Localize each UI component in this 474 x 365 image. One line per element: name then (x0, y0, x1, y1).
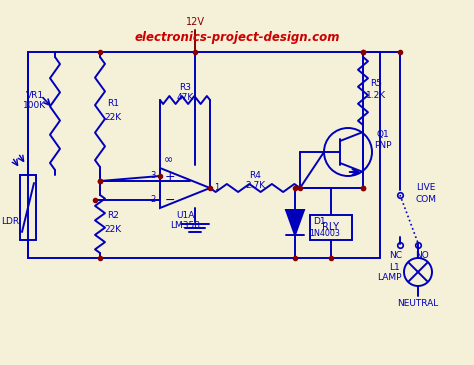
Text: +: + (164, 169, 175, 182)
Text: NC: NC (390, 250, 402, 260)
Text: L1: L1 (389, 262, 400, 272)
Text: VR1: VR1 (26, 91, 44, 100)
Text: 12V: 12V (185, 17, 204, 27)
Text: −: − (165, 193, 175, 207)
Text: 22K: 22K (104, 224, 121, 234)
Text: LM358: LM358 (170, 220, 200, 230)
Text: PNP: PNP (374, 142, 392, 150)
Text: NEUTRAL: NEUTRAL (397, 300, 438, 308)
Text: LDR: LDR (1, 217, 19, 226)
Text: R2: R2 (107, 211, 119, 220)
Text: 22K: 22K (104, 112, 121, 122)
Text: LIVE: LIVE (416, 184, 436, 192)
Text: D1: D1 (313, 218, 326, 227)
Text: U1A: U1A (176, 211, 194, 220)
Text: 1N4003: 1N4003 (309, 228, 340, 238)
Text: COM: COM (416, 196, 437, 204)
Text: R5: R5 (370, 78, 382, 88)
Polygon shape (286, 210, 304, 235)
Text: 1.2K: 1.2K (366, 91, 386, 100)
Text: 1: 1 (214, 184, 219, 192)
Text: Q1: Q1 (377, 130, 390, 138)
Bar (20, 175, 36, 240)
Text: 100K: 100K (23, 101, 46, 110)
Text: ∞: ∞ (164, 155, 173, 165)
Text: R4: R4 (249, 172, 261, 181)
Text: NO: NO (415, 250, 429, 260)
Text: 2: 2 (150, 196, 155, 204)
Text: 3: 3 (150, 172, 155, 181)
Text: LAMP: LAMP (377, 273, 402, 283)
Bar (310, 215, 352, 240)
Text: electronics-project-design.com: electronics-project-design.com (134, 31, 340, 45)
Text: R3: R3 (179, 84, 191, 92)
Text: 2.7K: 2.7K (245, 181, 265, 189)
Text: R1: R1 (107, 100, 119, 108)
Text: RLY: RLY (322, 223, 339, 233)
Text: 47K: 47K (176, 92, 193, 101)
